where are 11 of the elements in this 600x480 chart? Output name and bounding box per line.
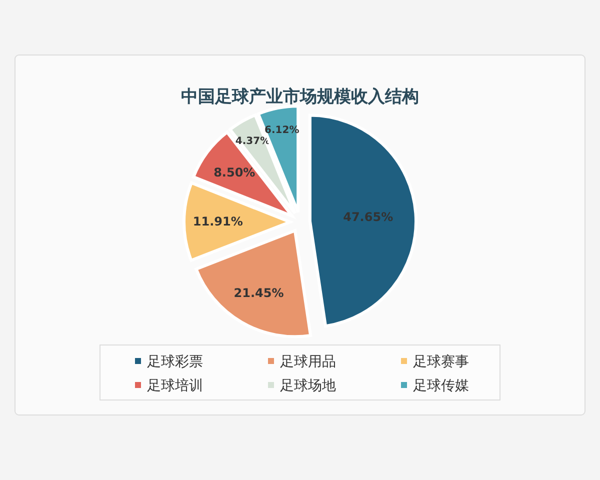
data-label: 47.65% <box>343 210 394 224</box>
data-label: 21.45% <box>234 286 284 300</box>
legend-label: 足球彩票 <box>147 354 203 370</box>
legend-label: 足球传媒 <box>413 378 469 394</box>
chart-title: 中国足球产业市场规模收入结构 <box>181 87 419 107</box>
data-label: 8.50% <box>214 166 256 180</box>
legend-label: 足球培训 <box>147 378 203 394</box>
legend-label: 足球赛事 <box>413 354 469 370</box>
legend-label: 足球用品 <box>280 354 336 370</box>
legend-label: 足球场地 <box>280 378 336 394</box>
data-label: 11.91% <box>192 214 243 229</box>
